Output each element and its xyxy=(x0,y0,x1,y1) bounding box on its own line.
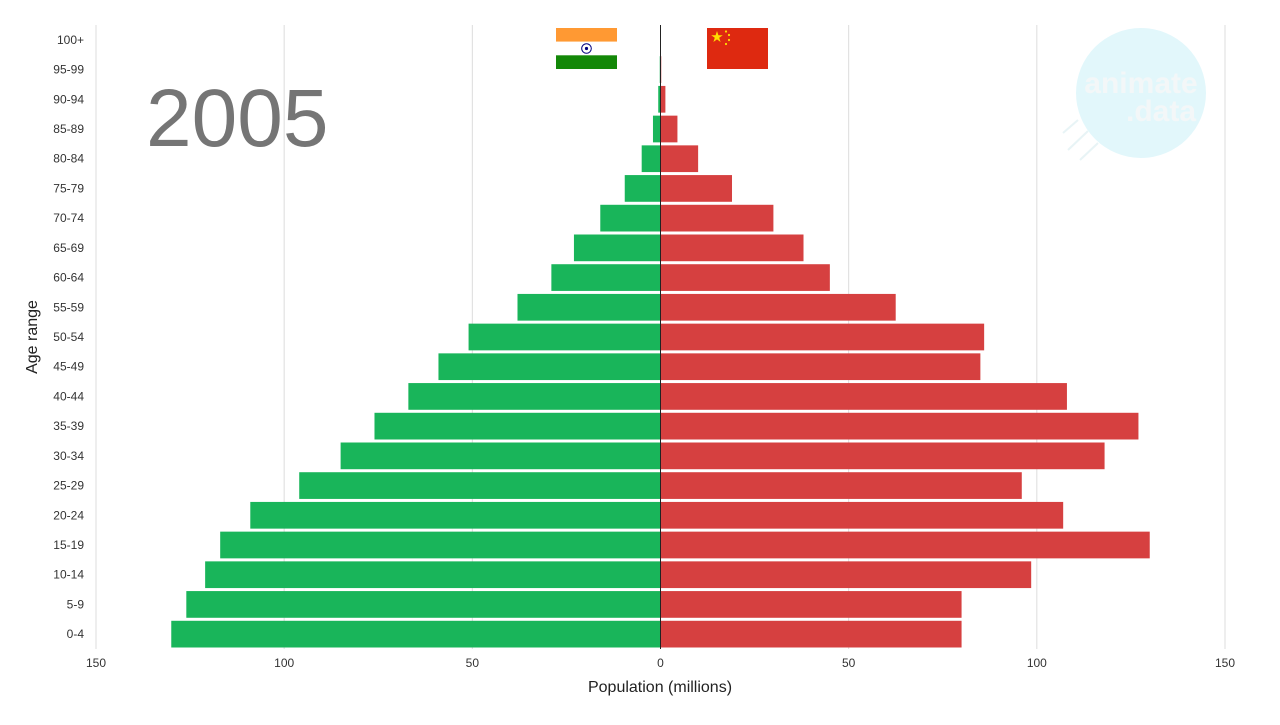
left-bar-50-54 xyxy=(469,324,661,351)
right-bar-85-89 xyxy=(661,116,678,143)
left-bar-5-9 xyxy=(186,591,660,618)
left-bar-35-39 xyxy=(374,413,660,440)
y-tick-label: 0-4 xyxy=(67,627,85,641)
logo-text-line2: .data xyxy=(1126,95,1196,128)
y-tick-label: 85-89 xyxy=(53,122,84,136)
right-bar-70-74 xyxy=(661,205,774,232)
y-tick-label: 45-49 xyxy=(53,360,84,374)
right-bar-0-4 xyxy=(661,621,962,648)
right-bar-80-84 xyxy=(661,145,699,172)
x-axis-title: Population (millions) xyxy=(588,679,732,696)
y-tick-label: 70-74 xyxy=(53,211,84,225)
right-bar-25-29 xyxy=(661,472,1022,499)
right-bar-20-24 xyxy=(661,502,1064,529)
right-bar-15-19 xyxy=(661,532,1150,559)
right-bar-35-39 xyxy=(661,413,1139,440)
y-tick-label: 5-9 xyxy=(67,597,85,611)
left-bar-45-49 xyxy=(438,353,660,380)
y-tick-label: 65-69 xyxy=(53,241,84,255)
y-tick-label: 95-99 xyxy=(53,63,84,77)
right-bar-90-94 xyxy=(661,86,666,113)
y-tick-label: 10-14 xyxy=(53,568,84,582)
x-tick-label: 0 xyxy=(657,656,664,670)
left-bar-30-34 xyxy=(341,443,661,470)
left-bar-10-14 xyxy=(205,561,660,588)
year-label: 2005 xyxy=(146,73,328,164)
y-tick-label: 60-64 xyxy=(53,271,84,285)
left-bar-70-74 xyxy=(600,205,660,232)
y-tick-labels: 0-4 5-9 10-14 15-19 20-24 25-29 30-34 35-39 40-4… xyxy=(53,33,84,641)
y-tick-label: 25-29 xyxy=(53,479,84,493)
right-bar-30-34 xyxy=(661,443,1105,470)
x-tick-label: 150 xyxy=(86,656,106,670)
y-tick-label: 40-44 xyxy=(53,389,84,403)
left-bar-80-84 xyxy=(642,145,661,172)
right-bar-75-79 xyxy=(661,175,733,202)
right-bar-55-59 xyxy=(661,294,896,321)
left-bar-85-89 xyxy=(653,116,661,143)
x-tick-label: 150 xyxy=(1215,656,1235,670)
y-tick-label: 15-19 xyxy=(53,538,84,552)
y-tick-label: 20-24 xyxy=(53,508,84,522)
left-bar-75-79 xyxy=(625,175,661,202)
left-bar-60-64 xyxy=(551,264,660,291)
y-tick-label: 90-94 xyxy=(53,92,84,106)
x-tick-label: 50 xyxy=(466,656,480,670)
right-bar-5-9 xyxy=(661,591,962,618)
right-bar-45-49 xyxy=(661,353,981,380)
left-bar-55-59 xyxy=(517,294,660,321)
left-bar-0-4 xyxy=(171,621,660,648)
y-tick-label: 35-39 xyxy=(53,419,84,433)
china-flag-icon xyxy=(707,28,768,69)
left-bar-20-24 xyxy=(250,502,660,529)
right-bar-40-44 xyxy=(661,383,1067,410)
y-axis-title: Age range xyxy=(24,300,41,374)
x-tick-label: 100 xyxy=(1027,656,1047,670)
india-flag-icon xyxy=(556,28,617,69)
x-tick-label: 100 xyxy=(274,656,294,670)
right-bar-10-14 xyxy=(661,561,1032,588)
left-bar-25-29 xyxy=(299,472,660,499)
y-tick-label: 75-79 xyxy=(53,181,84,195)
left-bar-40-44 xyxy=(408,383,660,410)
left-bar-65-69 xyxy=(574,235,661,262)
x-tick-label: 50 xyxy=(842,656,856,670)
x-tick-labels: 150 100 50 0 50 100 150 xyxy=(86,656,1235,670)
y-tick-label: 50-54 xyxy=(53,330,84,344)
right-bar-65-69 xyxy=(661,235,804,262)
y-tick-label: 80-84 xyxy=(53,152,84,166)
right-bar-50-54 xyxy=(661,324,985,351)
logo-stroke xyxy=(1068,131,1088,150)
y-tick-label: 100+ xyxy=(57,33,84,47)
logo-stroke xyxy=(1063,120,1078,133)
y-tick-label: 30-34 xyxy=(53,449,84,463)
logo-stroke xyxy=(1080,143,1098,160)
right-bar-60-64 xyxy=(661,264,830,291)
left-bar-15-19 xyxy=(220,532,660,559)
animate-data-logo: animate .data xyxy=(1063,28,1206,160)
y-tick-label: 55-59 xyxy=(53,300,84,314)
